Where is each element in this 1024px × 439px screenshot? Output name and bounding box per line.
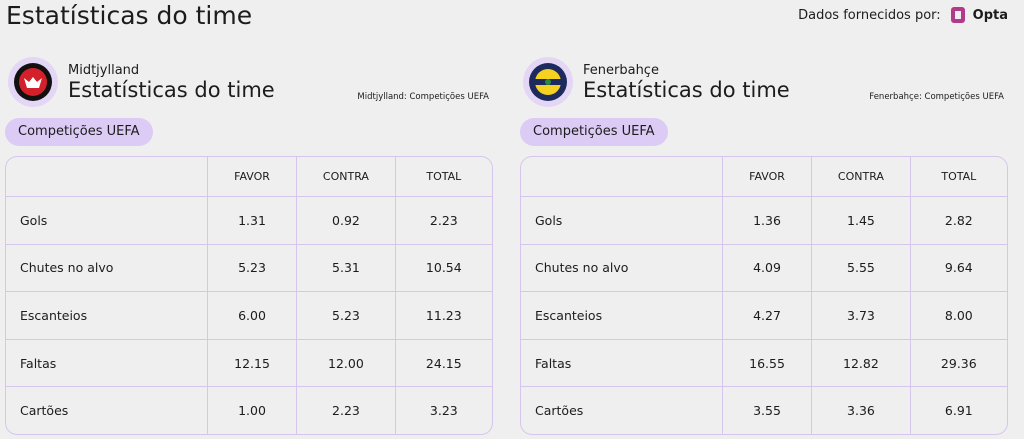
stat-value: 4.27 (721, 292, 811, 339)
table-row: Escanteios 6.00 5.23 11.23 (6, 291, 492, 339)
panel-heading: Estatísticas do time (583, 78, 790, 102)
stat-value: 3.23 (394, 387, 492, 434)
team-panel: Fenerbahçe Estatísticas do time Fenerbah… (520, 54, 1008, 436)
provider-logo (950, 7, 965, 23)
row-label: Gols (20, 212, 48, 228)
provider-label: Dados fornecidos por: (798, 7, 941, 23)
stat-value: 1.00 (206, 387, 296, 434)
table-row: Cartões 3.55 3.36 6.91 (521, 386, 1007, 434)
stat-value: 9.64 (909, 244, 1007, 292)
row-label: Faltas (535, 355, 572, 371)
row-label: Escanteios (20, 307, 88, 323)
stat-value: 0.92 (296, 197, 394, 244)
stat-value: 6.00 (206, 292, 296, 339)
stat-value: 5.23 (206, 244, 296, 292)
page-title: Estatísticas do time (6, 1, 253, 30)
column-header: TOTAL (394, 157, 492, 196)
logo-badge (14, 63, 52, 101)
team-logo (523, 57, 573, 107)
stat-value: 10.54 (394, 244, 492, 292)
table-row: Faltas 12.15 12.00 24.15 (6, 338, 492, 387)
stat-value: 5.31 (296, 244, 394, 292)
stat-value: 1.31 (206, 197, 296, 244)
stats-table: FAVOR CONTRA TOTAL Gols 1.36 1.45 2.82 Chutes n… (520, 156, 1008, 435)
column-header: CONTRA (811, 157, 909, 196)
stat-value: 2.82 (909, 197, 1007, 244)
table-row: Gols 1.36 1.45 2.82 (521, 196, 1007, 244)
stat-value: 12.82 (811, 339, 909, 387)
row-label: Cartões (20, 403, 69, 419)
column-header: FAVOR (721, 157, 811, 196)
row-label: Escanteios (535, 307, 603, 323)
stat-value: 24.15 (394, 339, 492, 387)
panel-heading: Estatísticas do time (68, 78, 275, 102)
header-row: FAVOR CONTRA TOTAL (6, 157, 492, 196)
stat-value: 3.55 (721, 387, 811, 434)
source-note: Midtjylland: Competições UEFA (357, 92, 489, 102)
stat-value: 29.36 (909, 339, 1007, 387)
provider-name: Opta (972, 7, 1008, 23)
table-row: Escanteios 4.27 3.73 8.00 (521, 291, 1007, 339)
stat-value: 5.23 (296, 292, 394, 339)
stat-value: 12.15 (206, 339, 296, 387)
stat-value: 11.23 (394, 292, 492, 339)
stat-value: 4.09 (721, 244, 811, 292)
table-row: Chutes no alvo 4.09 5.55 9.64 (521, 243, 1007, 292)
competition-tab[interactable]: Competições UEFA (5, 118, 153, 146)
stat-value: 6.91 (909, 387, 1007, 434)
table-row: Chutes no alvo 5.23 5.31 10.54 (6, 243, 492, 292)
stats-table: FAVOR CONTRA TOTAL Gols 1.31 0.92 2.23 Chutes n… (5, 156, 493, 435)
header-cell (6, 157, 207, 196)
stat-value: 2.23 (394, 197, 492, 244)
row-label: Faltas (20, 355, 57, 371)
table-row: Cartões 1.00 2.23 3.23 (6, 386, 492, 434)
column-header: TOTAL (909, 157, 1007, 196)
row-label: Gols (535, 212, 563, 228)
team-name: Fenerbahçe (583, 63, 659, 78)
stat-value: 1.45 (811, 197, 909, 244)
stat-value: 16.55 (721, 339, 811, 387)
stat-value: 2.23 (296, 387, 394, 434)
table-row: Gols 1.31 0.92 2.23 (6, 196, 492, 244)
header-cell (521, 157, 722, 196)
source-note: Fenerbahçe: Competições UEFA (869, 92, 1004, 102)
header-row: FAVOR CONTRA TOTAL (521, 157, 1007, 196)
team-name: Midtjylland (68, 63, 140, 78)
team-logo (8, 57, 58, 107)
stat-value: 5.55 (811, 244, 909, 292)
team-panel: Midtjylland Estatísticas do time Midtjyl… (5, 54, 493, 436)
stat-value: 1.36 (721, 197, 811, 244)
table-row: Faltas 16.55 12.82 29.36 (521, 338, 1007, 387)
column-header: CONTRA (296, 157, 394, 196)
row-label: Cartões (535, 403, 584, 419)
stat-value: 3.36 (811, 387, 909, 434)
stat-value: 3.73 (811, 292, 909, 339)
stat-value: 12.00 (296, 339, 394, 387)
provider: Dados fornecidos por: Opta (798, 4, 1008, 26)
column-header: FAVOR (206, 157, 296, 196)
competition-tab[interactable]: Competições UEFA (520, 118, 668, 146)
row-label: Chutes no alvo (535, 260, 629, 276)
logo-badge (529, 63, 567, 101)
row-label: Chutes no alvo (20, 260, 114, 276)
stat-value: 8.00 (909, 292, 1007, 339)
